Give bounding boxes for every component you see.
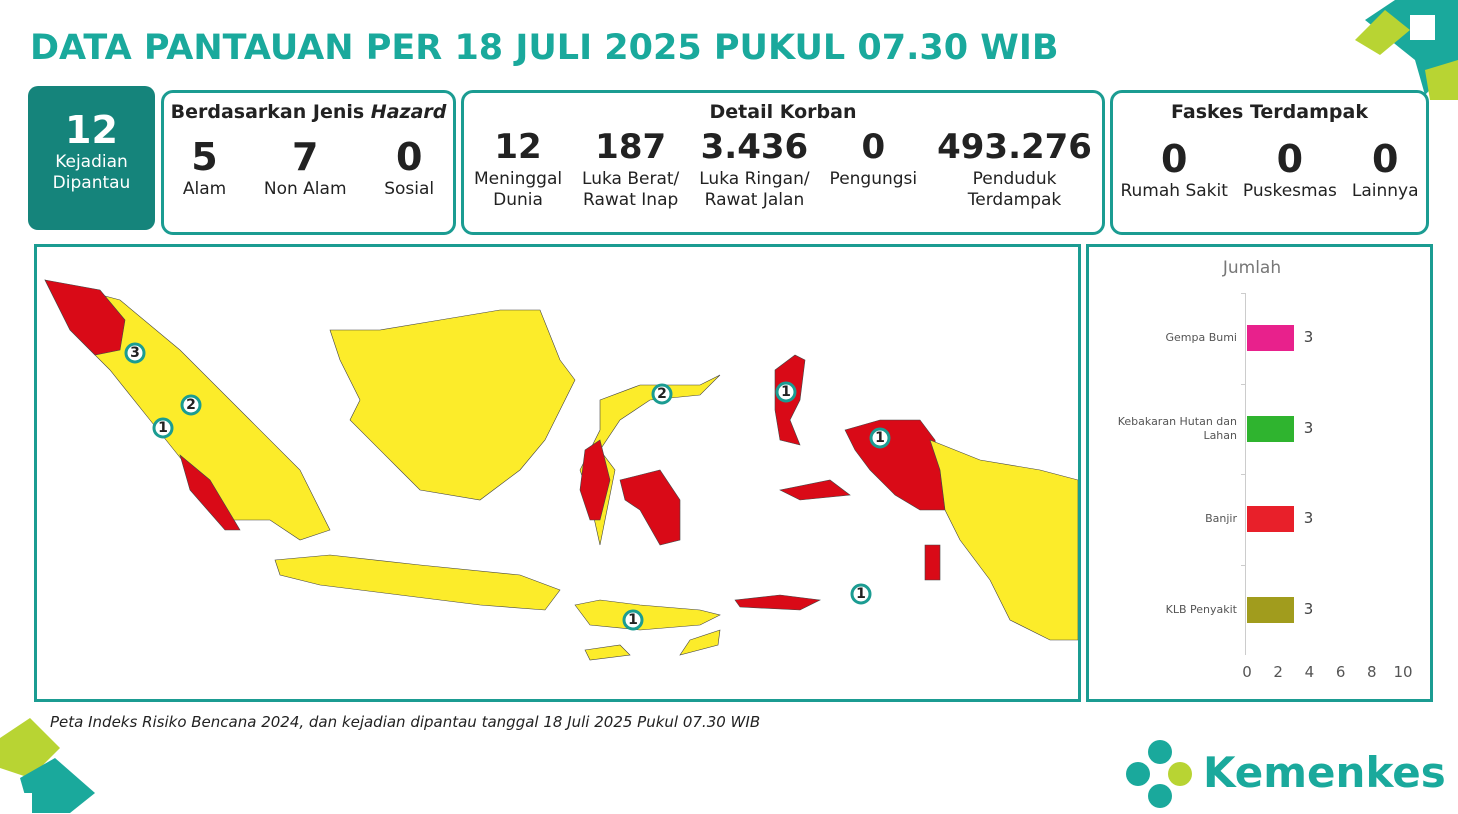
stat-label: Pengungsi	[829, 169, 918, 189]
map-marker-label: 1	[628, 612, 638, 628]
stat: 12 Meninggal Dunia	[474, 125, 562, 211]
stat-value: 3.436	[700, 127, 809, 167]
corner-deco	[1355, 0, 1458, 100]
map-marker	[869, 427, 891, 449]
bar	[1247, 596, 1294, 623]
map-marker-label: 1	[875, 430, 885, 446]
stat: 0 Sosial	[384, 135, 434, 200]
bar	[1247, 506, 1294, 533]
stat: 493.276 Penduduk Terdampak	[937, 125, 1092, 211]
value-label: 3	[1303, 509, 1314, 528]
hazard-box: Berdasarkan Jenis Hazard 5 Alam 7 Non Alam…	[161, 90, 456, 235]
korban-box: Detail Korban 12 Meninggal Dunia 187 Luka Be…	[461, 90, 1105, 235]
stat-value: 0	[395, 135, 423, 179]
value-label: 3	[1303, 418, 1314, 437]
summary-label: Dipantau	[52, 173, 131, 193]
stat-value: 5	[191, 135, 218, 179]
map-marker	[180, 394, 202, 416]
stat-value: 12	[494, 127, 542, 167]
logo-mark	[1120, 738, 1200, 810]
map-marker	[651, 383, 673, 405]
stat-label: Meninggal	[473, 169, 563, 189]
map: 3 2 1 2 1 1 1 1	[44, 279, 1078, 661]
stat-label: Dunia	[493, 190, 543, 210]
bar	[1247, 325, 1294, 352]
stat-value: 7	[291, 135, 319, 179]
bar	[1247, 415, 1294, 442]
stat-value: 0	[1371, 137, 1399, 181]
x-tick-label: 0	[1242, 663, 1252, 681]
stat-label: Luka Ringan/	[699, 169, 810, 189]
hazard-title: Berdasarkan Jenis Hazard	[164, 101, 453, 123]
stat: 7 Non Alam	[264, 135, 347, 200]
map-frame	[34, 244, 1081, 702]
faskes-box: Faskes Terdampak 0 Rumah Sakit 0 Puskesmas…	[1110, 90, 1429, 235]
stat: 0 Rumah Sakit	[1120, 137, 1227, 202]
faskes-title: Faskes Terdampak	[1171, 101, 1368, 123]
stat: 3.436 Luka Ringan/Rawat Jalan	[699, 125, 809, 211]
x-tick-label: 10	[1393, 663, 1413, 681]
map-marker	[152, 417, 174, 439]
map-marker	[775, 381, 797, 403]
y-tick-label: KLB Penyakit	[1165, 602, 1237, 616]
map-caption: Peta Indeks Risiko Bencana 2024, dan kej…	[50, 713, 761, 731]
map-marker-label: 1	[781, 384, 791, 400]
stat: 0 Lainnya	[1352, 137, 1419, 202]
map-marker-label: 1	[158, 420, 168, 436]
chart-title: Jumlah	[1222, 258, 1282, 278]
stat-label: Terdampak	[967, 190, 1062, 210]
x-tick-label: 6	[1335, 663, 1346, 681]
stat: 5 Alam	[183, 135, 226, 200]
summary-card: 12 Kejadian Dipantau	[28, 86, 155, 230]
stat-label: Puskesmas	[1242, 181, 1337, 201]
logo-text: Kemenkes	[1203, 748, 1446, 797]
stat-value: 0	[861, 127, 886, 167]
y-tick-label: Gempa Bumi	[1165, 331, 1237, 345]
map-marker	[850, 583, 872, 605]
tick-mark	[1241, 383, 1246, 385]
stat-label: Penduduk	[972, 169, 1057, 189]
tick-mark	[1241, 564, 1246, 566]
stat: 187 Luka Berat/Rawat Inap	[582, 125, 679, 211]
value-label: 3	[1303, 328, 1314, 347]
stat-label: Rawat Inap	[583, 190, 679, 210]
x-tick-label: 4	[1304, 663, 1315, 681]
summary-value: 12	[65, 108, 118, 152]
x-tick-label: 2	[1273, 663, 1283, 681]
map-marker-label: 1	[856, 586, 866, 602]
stat-label: Non Alam	[263, 179, 347, 199]
map-marker-label: 2	[657, 386, 667, 402]
map-marker	[622, 609, 644, 631]
stat-value: 187	[595, 127, 667, 167]
stat-label: Lainnya	[1351, 181, 1419, 201]
stat-label: Rumah Sakit	[1120, 181, 1228, 201]
korban-title: Detail Korban	[709, 101, 857, 123]
title: DATA PANTAUAN PER 18 JULI 2025 PUKUL 07.…	[30, 28, 1059, 68]
stat-value: 493.276	[937, 127, 1092, 167]
y-tick-label: Banjir	[1205, 512, 1237, 526]
stat-label: Sosial	[384, 179, 435, 199]
hazard-title-emph: Hazard	[370, 101, 447, 123]
y-tick-label: Kebakaran Hutan dan Lahan	[1117, 414, 1237, 442]
tick-mark	[1241, 293, 1246, 294]
stat: 0 Puskesmas	[1243, 137, 1337, 202]
map-marker	[124, 342, 146, 364]
summary-label: Kejadian	[55, 152, 128, 172]
stat-label: Alam	[182, 179, 227, 199]
x-tick-label: 8	[1367, 663, 1377, 681]
stat-label: Rawat Jalan	[704, 190, 805, 210]
stat-label: Luka Berat/	[582, 169, 680, 189]
chart-frame	[1086, 244, 1433, 702]
value-label: 3	[1303, 599, 1314, 618]
tick-mark	[1241, 474, 1246, 475]
map-marker-label: 2	[186, 397, 196, 413]
stat-value: 0	[1276, 137, 1304, 181]
corner-deco	[0, 718, 95, 813]
stat: 0 Pengungsi	[830, 125, 918, 211]
map-marker-label: 3	[130, 345, 140, 361]
stat-value: 0	[1160, 137, 1188, 181]
hazard-title-text: Berdasarkan Jenis	[170, 101, 365, 123]
